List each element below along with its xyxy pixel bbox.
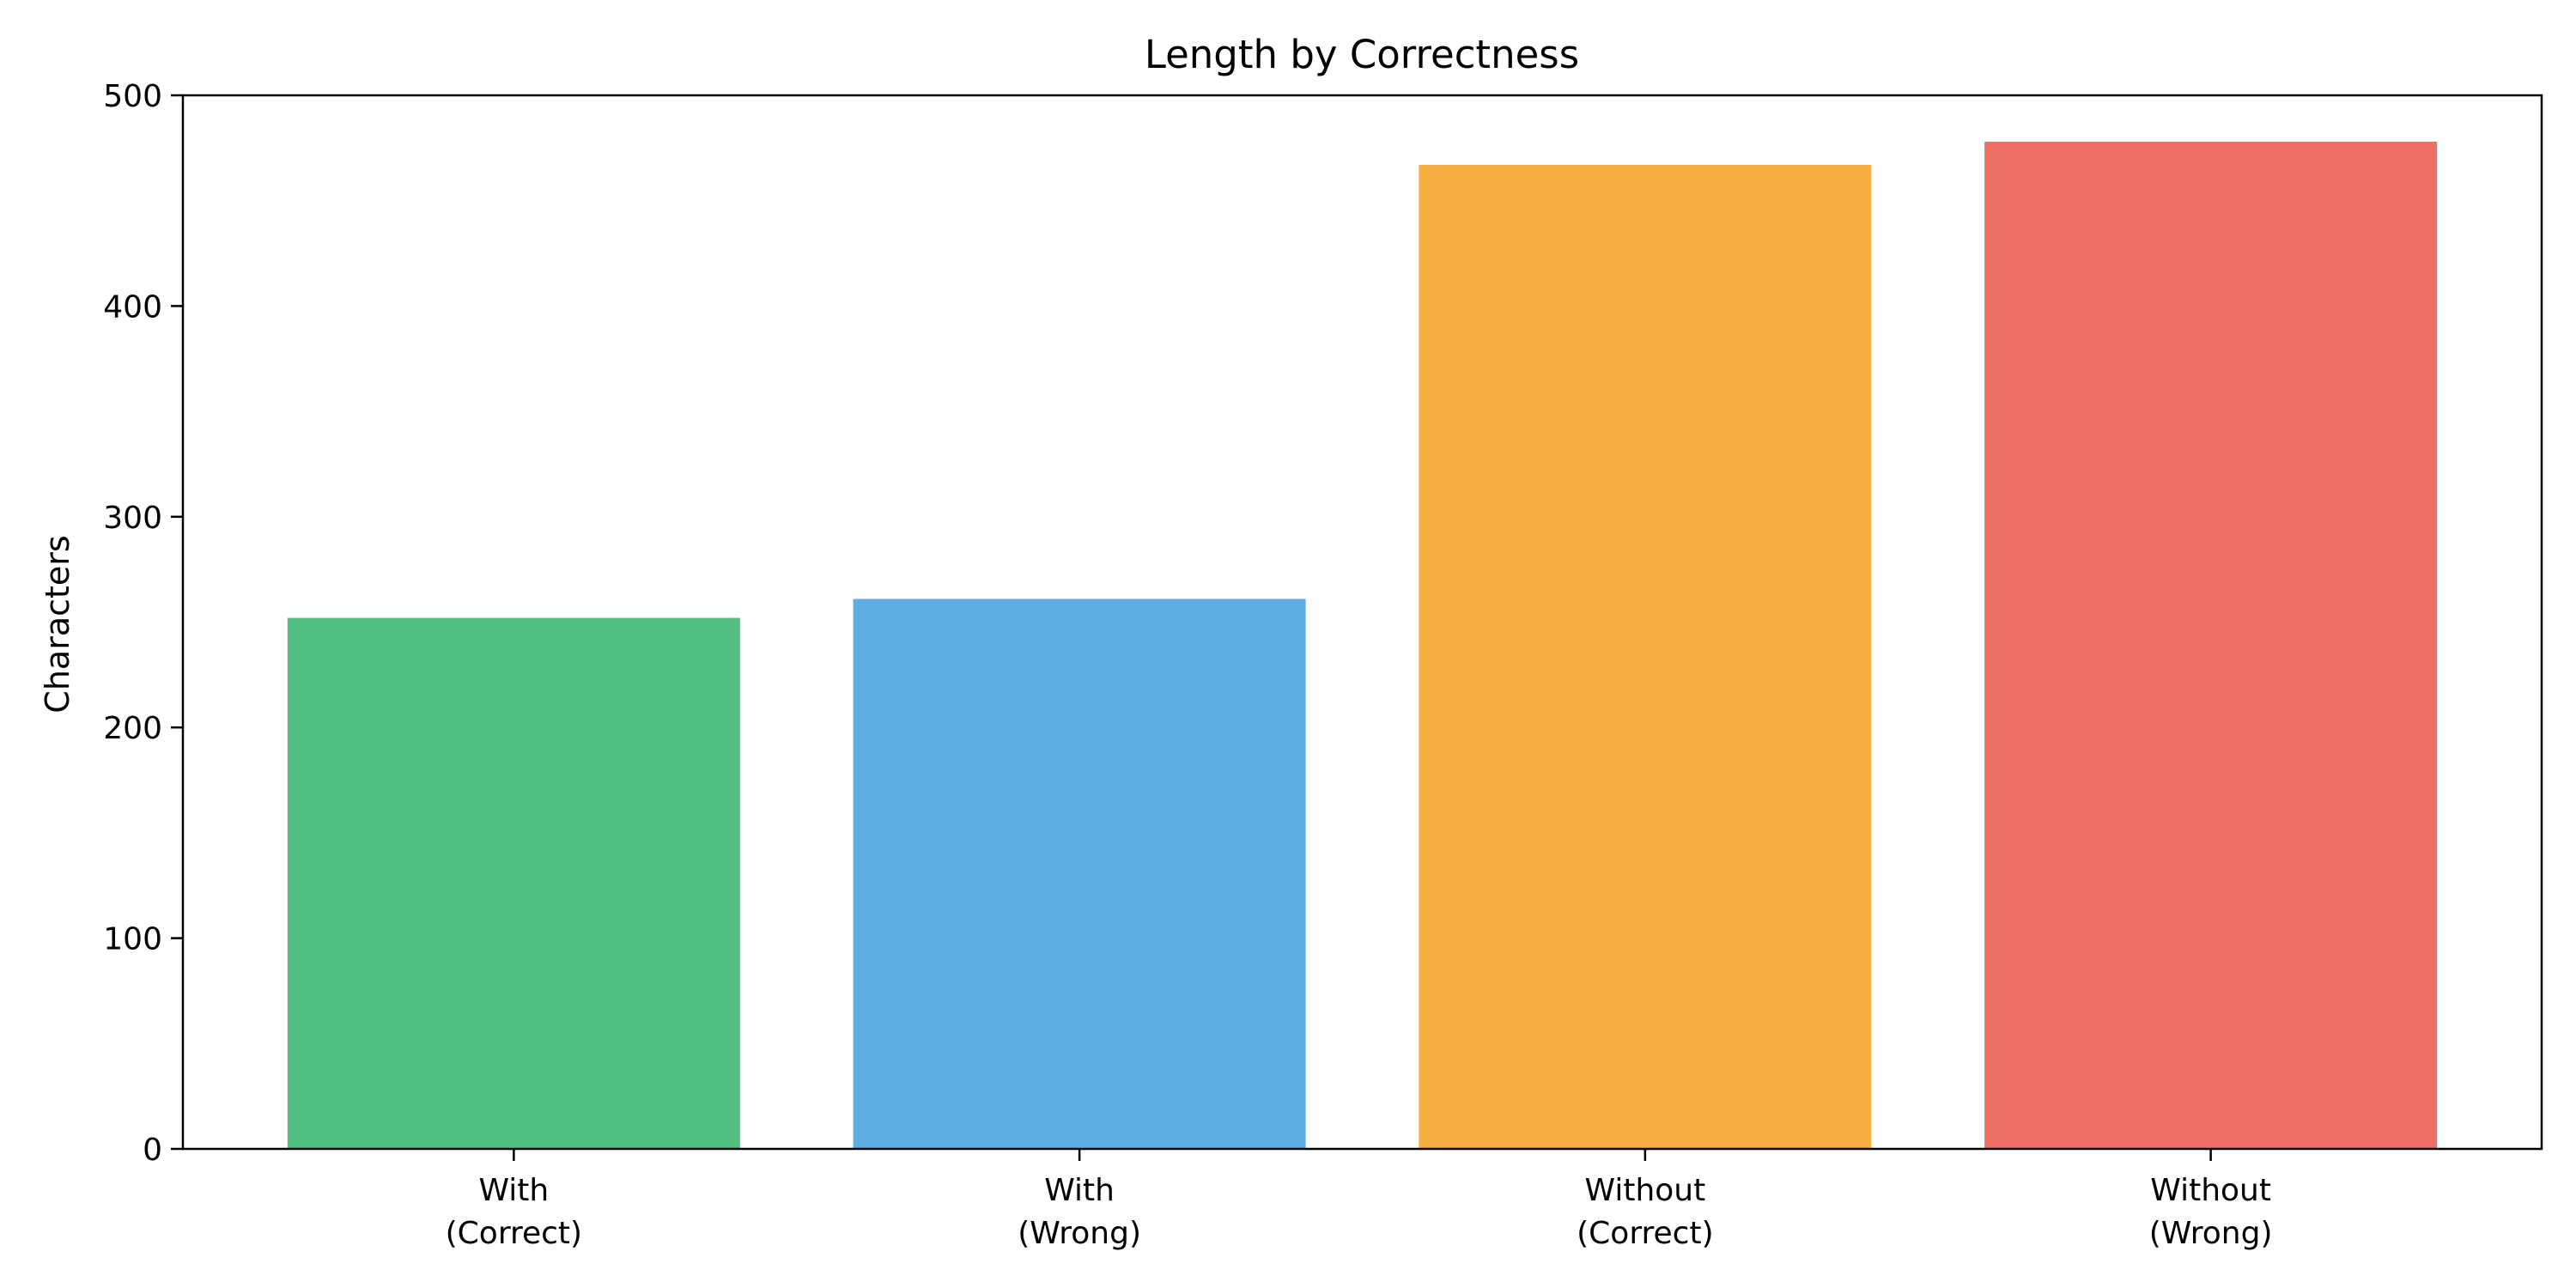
- x-tick-label-line: Without: [2150, 1173, 2271, 1208]
- x-tick-label-2: Without (Correct): [1577, 1173, 1714, 1251]
- bar-1: [853, 598, 1306, 1149]
- x-tick-label-line: (Wrong): [1018, 1216, 1141, 1251]
- x-tick-label-line: (Wrong): [2149, 1216, 2273, 1251]
- plot-frame: [181, 94, 2543, 1151]
- bar-3: [1984, 141, 2438, 1149]
- y-tick-label-3: 300: [103, 501, 162, 536]
- y-tick-label-4: 400: [103, 289, 162, 325]
- y-tick-label-0: 0: [143, 1133, 162, 1168]
- bars-layer: [287, 141, 2438, 1150]
- axes-layer: 0 100 200 300 400 500 With (Correct) With (Wrong)…: [103, 79, 2543, 1251]
- y-axis-label: Characters: [39, 535, 76, 713]
- y-tick-label-2: 200: [103, 711, 162, 746]
- chart-title: Length by Correctness: [1145, 32, 1579, 77]
- x-tick-label-line: (Correct): [1577, 1216, 1714, 1251]
- x-tick-label-3: Without (Wrong): [2149, 1173, 2273, 1251]
- x-tick-label-line: Without: [1585, 1173, 1706, 1208]
- y-tick-label-5: 500: [103, 79, 162, 114]
- y-tick-label-1: 100: [103, 922, 162, 957]
- x-tick-label-0: With (Correct): [446, 1173, 583, 1251]
- x-tick-label-1: With (Wrong): [1018, 1173, 1141, 1251]
- bar-0: [287, 617, 740, 1149]
- bar-2: [1419, 164, 1872, 1150]
- x-tick-label-line: (Correct): [446, 1216, 583, 1251]
- x-tick-label-line: With: [1044, 1173, 1115, 1208]
- x-tick-label-line: With: [478, 1173, 549, 1208]
